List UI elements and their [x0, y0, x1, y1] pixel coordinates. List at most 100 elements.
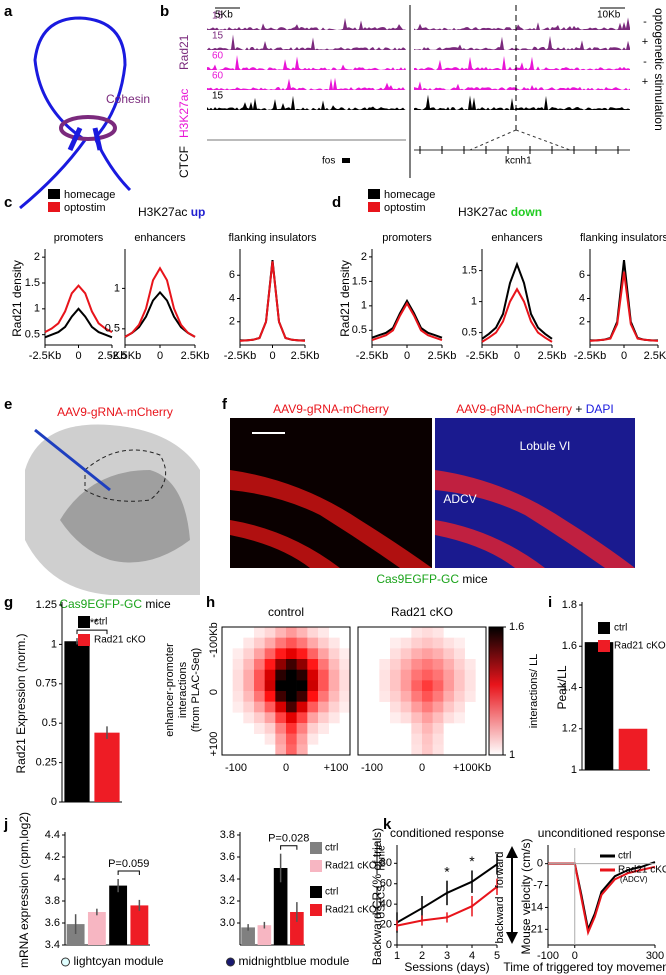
y-tick-label: 1: [361, 300, 367, 312]
heatmap-cell: [254, 669, 265, 681]
track-signal: [414, 94, 630, 110]
heatmap-cell: [464, 669, 476, 681]
legend-swatch: [310, 860, 322, 872]
legend-label: ctrl: [614, 623, 627, 634]
heatmap-cell: [296, 648, 308, 660]
heatmap-cell: [307, 627, 319, 638]
heatmap-cell: [432, 659, 444, 670]
track-name: Rad21: [177, 34, 191, 70]
direction-label: backward: [494, 896, 506, 943]
heatmap-cell: [307, 637, 319, 649]
x-tick-label: 0: [283, 762, 289, 774]
colorbar-tick-label: 1: [509, 749, 515, 761]
dna-loop: [19, 16, 132, 210]
cohesin-label: Cohesin: [106, 92, 150, 106]
heatmap-cell: [296, 712, 308, 724]
series-line: [589, 271, 659, 342]
heatmap-cell: [400, 669, 412, 681]
f-virus: AAV9-gRNA-mCherry: [456, 402, 572, 416]
x-tick-label: 2.5Kb: [644, 350, 666, 362]
y-tick-label: 1.4: [562, 681, 577, 693]
legend-group: home: [377, 845, 388, 870]
legend-label: homecage: [64, 189, 115, 201]
y-tick-label: 4: [229, 292, 235, 304]
heatmap-cell: [318, 712, 329, 724]
y-tick-label: 60: [380, 878, 392, 890]
heatmap-cell: [390, 712, 401, 724]
heatmap-cell: [307, 648, 319, 660]
heatmap-cell: [307, 669, 319, 681]
module-marker: [226, 957, 235, 967]
y-axis-label: Rad21 density: [10, 260, 24, 337]
heatmap-cell: [411, 648, 423, 660]
y-tick-label: 0.5: [105, 323, 120, 335]
heatmap-cell: [296, 659, 308, 670]
heatmap-cell: [443, 659, 455, 670]
y-tick-label: -21: [527, 923, 543, 935]
heatmap-cell: [443, 669, 455, 681]
track-signal: [207, 17, 406, 30]
heatmap-cell: [275, 627, 287, 638]
heatmap-cell: [232, 691, 244, 702]
heatmap-cell: [307, 723, 319, 734]
heatmap-cell: [254, 691, 265, 702]
x-tick-label: -2.5Kb: [224, 350, 256, 362]
x-tick-label: +100Kb: [453, 762, 491, 774]
heatmap-cell: [318, 669, 329, 681]
annotation: P=0.059: [108, 858, 149, 870]
heatmap-cell: [264, 627, 276, 638]
y-tick-label: 0: [386, 939, 392, 951]
legend-swatch: [598, 622, 610, 634]
x-axis-label: midnightblue module: [239, 954, 350, 968]
legend-label: Rad21 cKO: [94, 635, 146, 646]
heatmap-cell: [275, 691, 287, 702]
heatmap-cell: [328, 680, 340, 692]
series-line: [481, 287, 553, 343]
x-tick-label: 0: [621, 350, 627, 362]
module-marker: [61, 957, 70, 967]
f-merge-label: AAV9-gRNA-mCherry + DAPI: [456, 402, 614, 416]
heatmap-cell: [328, 691, 340, 702]
heatmap-cell: [318, 691, 329, 702]
heatmap-cell: [286, 669, 297, 681]
y-tick-label: 1: [51, 638, 57, 650]
heatmap-cell: [318, 637, 329, 649]
chart-title: unconditioned response: [538, 826, 666, 840]
y-tick-label: 1.8: [562, 599, 577, 611]
condition: -: [643, 16, 647, 28]
heatmap-cell: [232, 680, 244, 692]
legend-label: optostim: [384, 202, 426, 214]
heatmap-cell: [339, 701, 351, 713]
heatmap-cell: [454, 701, 465, 713]
track-signal: [414, 81, 630, 90]
heatmap-cell: [443, 648, 455, 660]
heatmap-cell: [307, 701, 319, 713]
track-max: 60: [212, 51, 224, 62]
panel-label: e: [4, 396, 12, 413]
heatmap-cell: [443, 680, 455, 692]
merge-signal: [435, 470, 635, 568]
heatmap-cell: [411, 723, 423, 734]
heatmap-cell: [464, 659, 476, 670]
y-tick-label: 3.6: [220, 851, 235, 863]
panel-label: h: [206, 594, 215, 611]
heatmap-cell: [296, 637, 308, 649]
track-signal: [207, 95, 406, 110]
y-tick-label: 1.5: [25, 277, 40, 289]
heatmap-cell: [264, 637, 276, 649]
heading-mark: H3K27ac: [458, 205, 507, 219]
panel-label: f: [222, 396, 228, 413]
heatmap-cell: [411, 691, 423, 702]
scale-label: 10Kb: [597, 10, 621, 21]
track-signal: [414, 55, 630, 70]
y-tick-label: 1: [571, 764, 577, 776]
y-tick-label: 1: [34, 303, 40, 315]
f-mouse-label: Cas9EGFP-GC mice: [376, 572, 488, 586]
heatmap-cell: [264, 659, 276, 670]
y-tick-label: 2: [361, 251, 367, 263]
y-axis-label: (from PLAC-Seq): [190, 648, 202, 732]
condition: +: [642, 76, 648, 88]
heatmap-cell: [379, 669, 391, 681]
y-tick-label: -7: [533, 879, 543, 891]
